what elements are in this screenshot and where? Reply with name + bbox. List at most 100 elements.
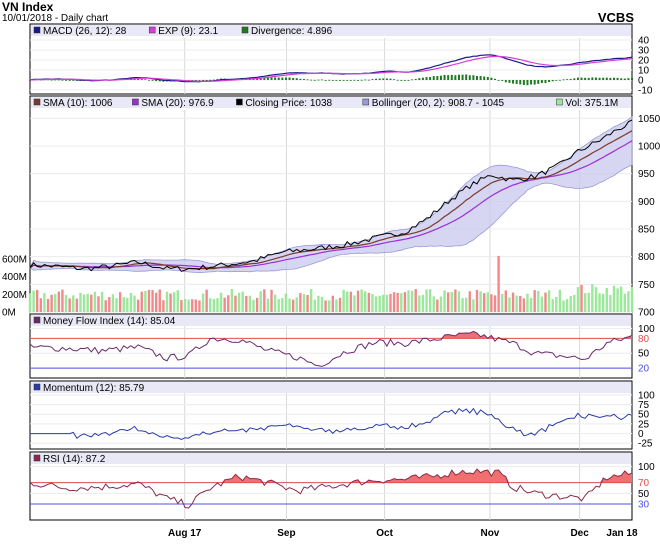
volume-bar [522, 298, 526, 312]
y-tick-label: -25 [638, 439, 653, 450]
divergence-bar [533, 80, 536, 85]
divergence-bar [310, 79, 313, 81]
volume-bar [252, 299, 255, 312]
closing-price-line [29, 119, 633, 272]
volume-bar [320, 296, 324, 312]
divergence-bar [375, 78, 378, 80]
divergence-bar [382, 78, 385, 80]
y-tick-label: 30 [638, 500, 650, 511]
volume-bar [630, 286, 634, 312]
volume-bar [133, 295, 136, 312]
volume-bar [295, 297, 298, 312]
volume-bar [162, 300, 165, 312]
volume-bar [501, 293, 504, 312]
legend-label: RSI (14): 87.2 [43, 454, 106, 465]
volume-bar [108, 297, 111, 312]
volume-bar [122, 297, 125, 312]
volume-bar [551, 299, 554, 312]
volume-tick-label: 200M [2, 290, 27, 301]
volume-bar [212, 298, 216, 312]
volume-bar [223, 297, 226, 312]
volume-bar [335, 299, 338, 312]
divergence-bar [292, 78, 295, 80]
volume-bar [425, 289, 428, 312]
volume-bar [54, 294, 57, 312]
divergence-bar [385, 78, 388, 80]
x-tick-label: Sep [277, 528, 295, 539]
volume-bar [154, 292, 158, 312]
divergence-bar [353, 79, 356, 81]
divergence-bar [349, 80, 352, 81]
volume-bar [529, 297, 533, 312]
volume-bar [140, 291, 143, 312]
volume-bar [616, 288, 619, 312]
volume-bar [493, 295, 497, 312]
divergence-bar [612, 77, 615, 80]
volume-bar [497, 255, 500, 312]
volume-bar [396, 292, 399, 312]
divergence-bar [306, 79, 309, 81]
volume-bar [374, 296, 378, 312]
y-tick-label: 0 [638, 429, 644, 440]
volume-bar [266, 298, 270, 312]
volume-bar [562, 300, 565, 312]
divergence-bar [591, 77, 594, 80]
legend-label: MACD (26, 12): 28 [43, 26, 127, 37]
volume-bar [367, 292, 371, 312]
divergence-bar [147, 79, 150, 81]
legend-label: Momentum (12): 85.79 [43, 383, 145, 394]
legend-swatch [236, 98, 243, 106]
y-tick-label: 80 [638, 334, 650, 345]
divergence-bar [144, 79, 147, 81]
indicator-line [29, 330, 633, 367]
divergence-bar [137, 78, 140, 80]
volume-bar [450, 291, 453, 312]
divergence-bar [486, 76, 489, 80]
volume-bar [86, 294, 89, 312]
divergence-bar [497, 80, 500, 81]
y-tick-label: 50 [638, 410, 650, 421]
legend-swatch [241, 26, 249, 34]
x-tick-label: Dec [570, 528, 589, 539]
divergence-bar [68, 80, 71, 81]
volume-bar [461, 298, 464, 312]
volume-bar [324, 300, 327, 312]
volume-bar [414, 289, 417, 312]
divergence-bar [155, 80, 158, 82]
divergence-bar [537, 80, 540, 84]
volume-bar [468, 291, 471, 312]
legend-swatch [33, 98, 41, 106]
volume-bar [28, 293, 32, 312]
x-tick-label: Nov [480, 528, 499, 539]
volume-bar [68, 298, 71, 312]
divergence-bar [555, 80, 558, 81]
divergence-bar [483, 76, 486, 80]
volume-bar [191, 299, 194, 312]
volume-bar [612, 285, 616, 312]
divergence-bar [202, 79, 205, 81]
legend-swatch [33, 316, 41, 324]
volume-bar [277, 299, 280, 312]
volume-bar [580, 284, 583, 312]
volume-bar [389, 293, 392, 312]
volume-bar [151, 290, 154, 312]
legend-swatch [33, 454, 41, 462]
y-tick-label: 850 [638, 224, 655, 235]
divergence-bar [587, 77, 590, 80]
volume-bar [392, 292, 396, 312]
x-tick-label: Aug 17 [168, 528, 202, 539]
volume-bar [533, 290, 536, 312]
divergence-bar [72, 80, 75, 81]
divergence-bar [324, 80, 327, 81]
volume-bar [169, 293, 172, 312]
divergence-bar [342, 80, 345, 81]
volume-bar [198, 300, 201, 312]
volume-bar [111, 294, 115, 312]
volume-bar [511, 292, 515, 312]
divergence-bar [339, 80, 342, 81]
legend-label: Closing Price: 1038 [245, 98, 332, 109]
legend-swatch [33, 383, 41, 391]
volume-bar [241, 291, 244, 312]
volume-bar [407, 290, 410, 312]
divergence-bar [61, 79, 64, 81]
